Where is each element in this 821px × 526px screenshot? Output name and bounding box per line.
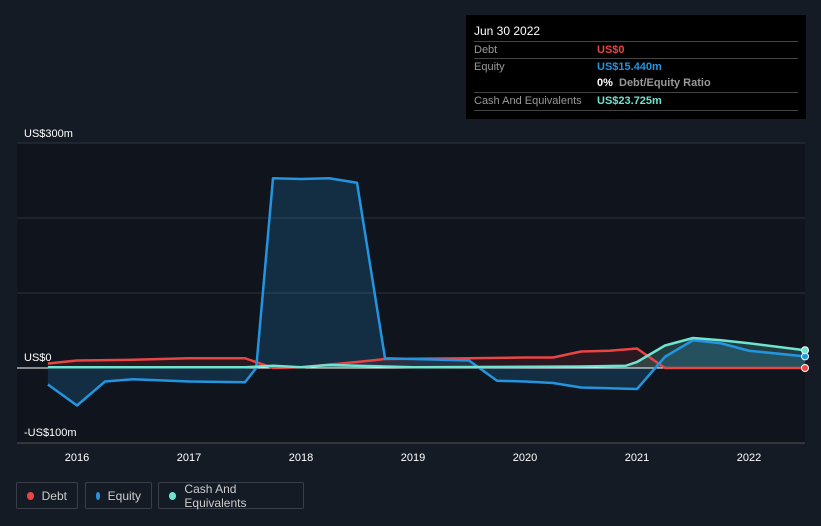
tooltip-cash-row: Cash And Equivalents US$23.725m <box>474 92 798 111</box>
x-tick-label: 2019 <box>401 452 425 464</box>
x-tick-label: 2017 <box>177 452 201 464</box>
tooltip-equity-row: Equity US$15.440m <box>474 58 798 76</box>
x-tick-label: 2020 <box>513 452 537 464</box>
legend-debt[interactable]: Debt <box>16 482 78 509</box>
equity-label: Equity <box>474 61 505 73</box>
tooltip: Jun 30 2022 Debt US$0 Equity US$15.440m 0%… <box>466 15 806 119</box>
y-tick-label: US$300m <box>24 128 73 140</box>
cash-end-point <box>801 346 809 355</box>
cash-label: Cash And Equivalents <box>474 95 582 107</box>
cash-value: US$23.725m <box>597 95 662 107</box>
cash-line <box>47 336 806 369</box>
ratio-label: Debt/Equity Ratio <box>619 77 711 89</box>
debt-area <box>47 348 805 368</box>
x-tick-label: 2021 <box>625 452 649 464</box>
y-tick-label: US$0 <box>24 352 52 364</box>
tooltip-ratio-row: 0% Debt/Equity Ratio <box>474 75 798 92</box>
legend-cash-label: Cash And Equivalents <box>184 481 247 510</box>
debt-end-point <box>801 364 809 372</box>
debt-label: Debt <box>474 44 498 56</box>
equity-dot-icon <box>96 491 100 500</box>
ratio-value: 0% <box>597 77 613 89</box>
x-tick-label: 2022 <box>737 452 761 464</box>
debt-value: US$0 <box>597 44 625 56</box>
debt-equity-chart: US$300m US$0 -US$100m 2016 2017 2018 2019 2020 2… <box>17 128 809 464</box>
tooltip-date: Jun 30 2022 <box>474 24 541 38</box>
tooltip-debt-row: Debt US$0 <box>474 41 798 59</box>
debt-dot-icon <box>27 491 34 500</box>
legend-equity[interactable]: Equity <box>85 482 152 509</box>
equity-value: US$15.440m <box>597 61 662 73</box>
y-tick-label: -US$100m <box>24 427 77 439</box>
x-tick-label: 2016 <box>65 452 89 464</box>
x-tick-label: 2018 <box>289 452 313 464</box>
legend-debt-label: Debt <box>41 488 67 503</box>
equity-line <box>47 177 806 407</box>
legend-equity-label: Equity <box>107 488 141 503</box>
cash-dot-icon <box>169 491 177 500</box>
legend-cash[interactable]: Cash And Equivalents <box>158 481 304 510</box>
